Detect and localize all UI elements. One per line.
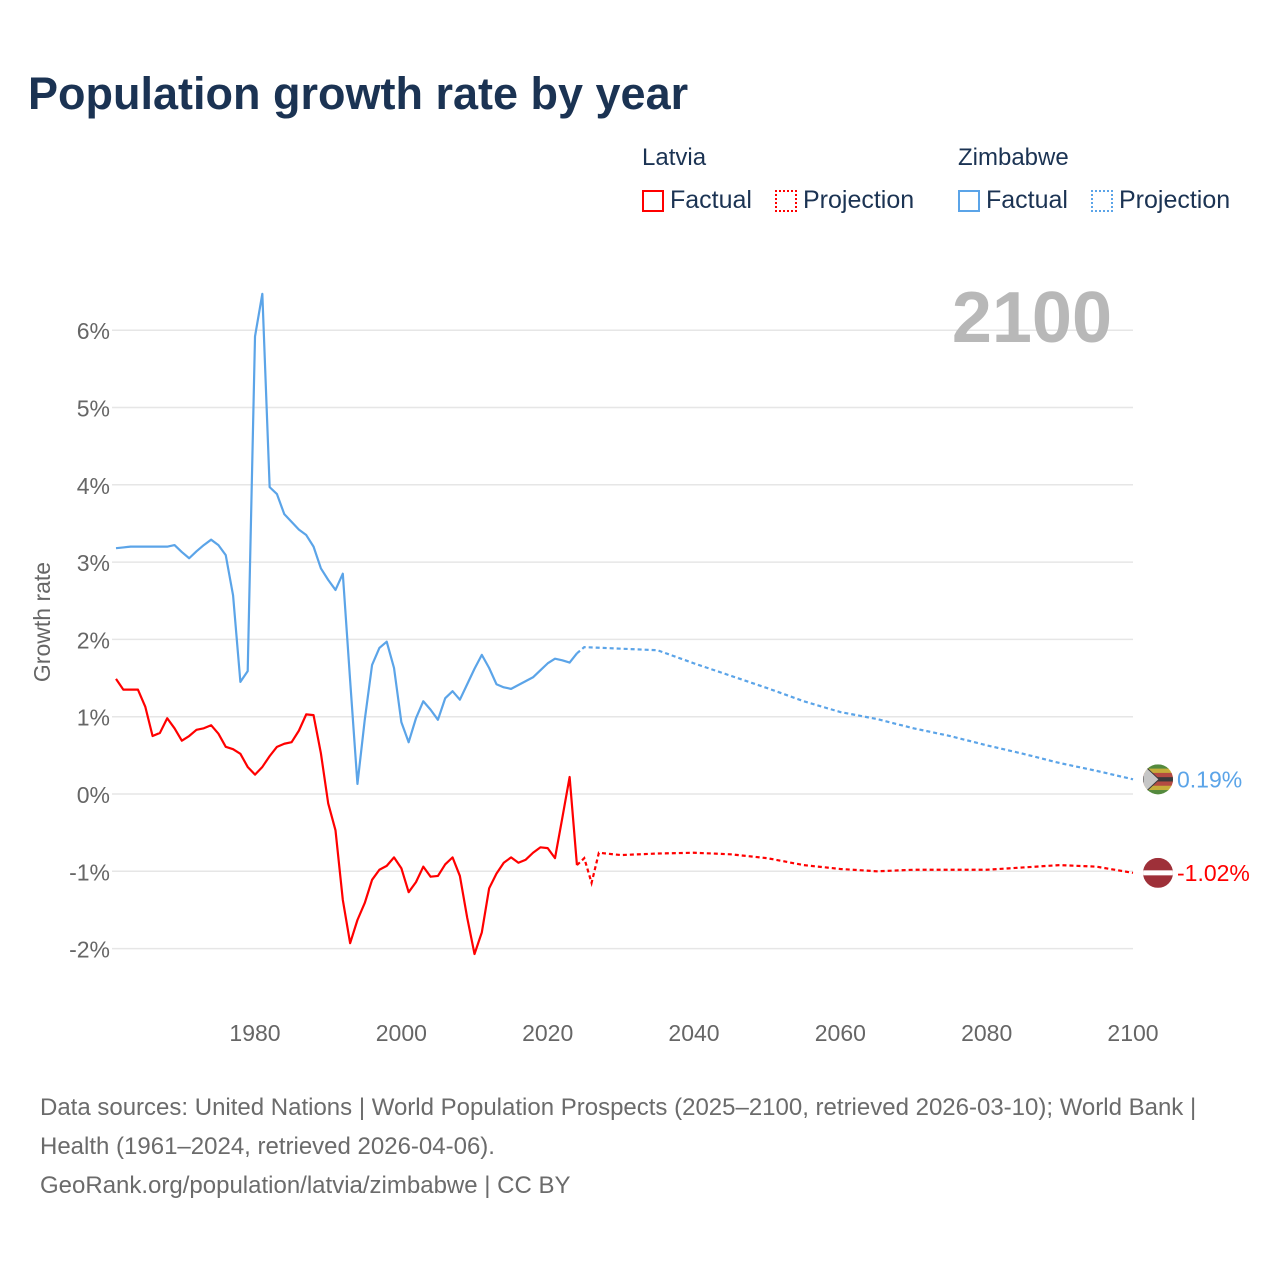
x-tick-label: 2080: [961, 1020, 1012, 1046]
y-tick-label: 6%: [77, 318, 110, 344]
source-link[interactable]: GeoRank.org/population/latvia/zimbabwe |…: [40, 1172, 571, 1199]
y-tick-label: 2%: [77, 627, 110, 653]
legend-label: Projection: [803, 186, 915, 214]
x-tick-label: 2000: [376, 1020, 427, 1046]
x-tick-label: 2060: [815, 1020, 866, 1046]
flag-body: [1143, 857, 1173, 888]
series-latvia-factual: [115, 678, 579, 956]
latvia-flag-icon: [1143, 857, 1173, 888]
legend-swatch: [775, 189, 797, 212]
flag-stripe: [1143, 781, 1173, 787]
flag-stripe: [1143, 772, 1173, 778]
legend-label: Projection: [1119, 186, 1231, 214]
plot-area: 6% 5% 4% 3% 2% 1% 0% -1% -2% 1980 2000 2020 2040 2060…: [29, 278, 1250, 1046]
legend-group-latvia: Latvia: [642, 144, 707, 171]
legend-latvia-factual[interactable]: Factual: [642, 186, 752, 215]
year-display: 2100: [952, 278, 1112, 358]
chart-title: Population growth rate by year: [28, 68, 689, 119]
legend-swatch: [1091, 189, 1113, 212]
legend-label: Factual: [670, 186, 752, 214]
y-tick-label: -2%: [69, 937, 110, 963]
x-tick-label: 2020: [522, 1020, 573, 1046]
legend-swatch: [958, 189, 980, 212]
flag-stripe: [1143, 785, 1173, 791]
legend-zimbabwe-factual[interactable]: Factual: [958, 186, 1068, 215]
zimbabwe-flag-icon: [1143, 764, 1173, 795]
flag-stripe: [1143, 870, 1173, 876]
legend-group-zimbabwe: Zimbabwe: [958, 144, 1069, 171]
series-latvia-projection: [576, 851, 1134, 888]
legend-label: Factual: [986, 186, 1068, 214]
flag-stripe: [1143, 790, 1173, 795]
y-tick-label: 5%: [77, 396, 110, 422]
legend-zimbabwe-projection[interactable]: Projection: [1091, 186, 1230, 215]
flag-dim: [1143, 764, 1173, 795]
y-tick-label: 0%: [77, 782, 110, 808]
flag-body: [1143, 764, 1173, 795]
x-tick-label: 2100: [1107, 1020, 1158, 1046]
y-tick-label: 1%: [77, 705, 110, 731]
footer: Data sources: United Nations | World Pop…: [40, 1088, 1240, 1205]
y-tick-label: -1%: [69, 859, 110, 885]
y-tick-label: 4%: [77, 473, 110, 499]
data-sources: Data sources: United Nations | World Pop…: [40, 1094, 1197, 1160]
x-tick-label: 2040: [668, 1020, 719, 1046]
flag-stripe: [1143, 764, 1173, 770]
end-value-label: 0.19%: [1177, 766, 1242, 792]
y-axis-label: Growth rate: [29, 562, 55, 682]
x-tick-label: 1980: [229, 1020, 280, 1046]
series-zimbabwe-factual: [115, 292, 578, 786]
end-value-label: -1.02%: [1177, 860, 1250, 886]
y-tick-label: 3%: [77, 550, 110, 576]
series-zimbabwe-projection: [576, 646, 1134, 781]
legend-swatch: [642, 189, 664, 212]
flag-stripe: [1143, 768, 1173, 774]
legend-latvia-projection[interactable]: Projection: [775, 186, 914, 215]
flag-triangle: [1143, 764, 1160, 795]
